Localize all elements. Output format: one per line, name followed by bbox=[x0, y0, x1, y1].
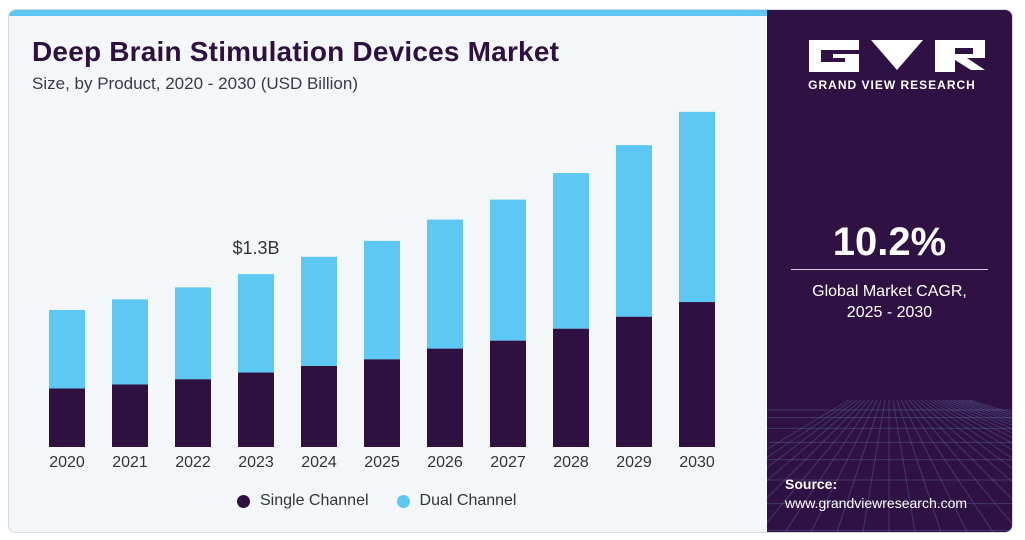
brand-name: GRAND VIEW RESEARCH bbox=[808, 78, 976, 92]
grid-line-vertical bbox=[767, 399, 862, 482]
stacked-bar-chart: 2020 2021 2022 2023 $1.3B 2024 2025 2026 2027 202… bbox=[49, 111, 715, 471]
grid-line-vertical bbox=[767, 399, 870, 524]
grid-line-vertical bbox=[767, 399, 858, 469]
bar-dual-channel-2026 bbox=[427, 219, 463, 349]
grid-line-vertical bbox=[948, 399, 1012, 426]
bar-dual-channel-2023 bbox=[238, 274, 274, 373]
bar-dual-channel-2021 bbox=[112, 299, 148, 385]
grid-line-vertical bbox=[836, 399, 882, 532]
grid-line-vertical bbox=[784, 399, 874, 532]
bar-dual-channel-2028 bbox=[553, 173, 589, 329]
grid-line-vertical bbox=[896, 399, 942, 532]
x-tick-label-2026: 2026 bbox=[427, 454, 463, 471]
grid-line-vertical bbox=[924, 399, 1012, 459]
legend-item-single-channel: Single Channel bbox=[237, 492, 369, 510]
bar-single-channel-2021 bbox=[112, 384, 148, 447]
x-tick-label-2022: 2022 bbox=[175, 454, 211, 471]
grid-line-vertical bbox=[952, 399, 1012, 423]
chart-subtitle: Size, by Product, 2020 - 2030 (USD Billi… bbox=[32, 74, 358, 93]
grid-line-vertical bbox=[928, 399, 1012, 451]
bar-dual-channel-2020 bbox=[49, 310, 85, 389]
grid-line-vertical bbox=[767, 399, 850, 450]
legend-item-dual-channel: Dual Channel bbox=[396, 492, 517, 510]
infographic-card: Deep Brain Stimulation Devices Market Si… bbox=[8, 9, 1013, 533]
cagr-label: Global Market CAGR, 2025 - 2030 bbox=[767, 281, 1012, 323]
cagr-divider bbox=[791, 269, 988, 270]
x-tick-label-2029: 2029 bbox=[616, 454, 652, 471]
grid-line-vertical bbox=[944, 399, 1012, 430]
data-label-2023: $1.3B bbox=[232, 238, 279, 258]
grid-line-vertical bbox=[936, 399, 1012, 439]
chart-panel: Deep Brain Stimulation Devices Market Si… bbox=[9, 10, 767, 532]
bar-single-channel-2029 bbox=[616, 316, 652, 447]
legend-swatch-dual-channel bbox=[396, 494, 410, 508]
legend-label-dual-channel: Dual Channel bbox=[419, 492, 517, 509]
source-label: Source: bbox=[785, 476, 838, 492]
legend-swatch-single-channel bbox=[237, 494, 250, 508]
source-link[interactable]: www.grandviewresearch.com bbox=[785, 495, 968, 511]
x-tick-label-2024: 2024 bbox=[301, 454, 337, 471]
bar-dual-channel-2027 bbox=[490, 199, 526, 341]
grid-line-vertical bbox=[767, 399, 854, 458]
x-tick-label-2030: 2030 bbox=[679, 454, 715, 471]
grid-line-vertical bbox=[940, 399, 1012, 434]
grid-line-vertical bbox=[920, 399, 1012, 469]
chart-legend: Single Channel Dual Channel bbox=[237, 490, 516, 512]
grid-line-vertical bbox=[912, 399, 1012, 500]
bar-single-channel-2024 bbox=[301, 365, 337, 447]
x-tick-label-2021: 2021 bbox=[112, 454, 148, 471]
gvr-logo-icon bbox=[809, 40, 985, 72]
bar-single-channel-2030 bbox=[679, 302, 715, 447]
x-tick-label-2027: 2027 bbox=[490, 454, 526, 471]
cagr-value: 10.2% bbox=[832, 220, 947, 264]
x-tick-label-2028: 2028 bbox=[553, 454, 589, 471]
accent-bar bbox=[9, 10, 767, 16]
bar-single-channel-2023 bbox=[238, 372, 274, 447]
bar-single-channel-2020 bbox=[49, 388, 85, 447]
bar-dual-channel-2029 bbox=[616, 145, 652, 317]
x-tick-label-2025: 2025 bbox=[364, 454, 400, 471]
info-panel: GRAND VIEW RESEARCH 10.2% Global Market … bbox=[767, 10, 1012, 532]
chart-title: Deep Brain Stimulation Devices Market bbox=[32, 36, 560, 67]
grid-line-vertical bbox=[908, 399, 1012, 525]
bar-single-channel-2026 bbox=[427, 348, 463, 447]
grid-background bbox=[767, 399, 1012, 532]
bar-dual-channel-2025 bbox=[364, 240, 400, 360]
x-tick-label-2023: 2023 bbox=[238, 454, 274, 471]
bar-dual-channel-2024 bbox=[301, 256, 337, 366]
grid-line-vertical bbox=[892, 399, 916, 532]
grid-line-vertical bbox=[916, 399, 1012, 483]
grid-line-vertical bbox=[900, 399, 968, 532]
bar-single-channel-2022 bbox=[175, 379, 211, 447]
bar-dual-channel-2030 bbox=[679, 111, 715, 303]
grid-line-vertical bbox=[862, 399, 886, 532]
grid-line-vertical bbox=[932, 399, 1012, 444]
grid-line-vertical bbox=[767, 399, 866, 499]
bar-dual-channel-2022 bbox=[175, 287, 211, 380]
cagr-label-line2: 2025 - 2030 bbox=[846, 304, 933, 321]
grid-line-vertical bbox=[810, 399, 878, 532]
bar-single-channel-2028 bbox=[553, 328, 589, 447]
legend-label-single-channel: Single Channel bbox=[260, 492, 369, 509]
x-tick-label-2020: 2020 bbox=[49, 454, 85, 471]
bar-single-channel-2025 bbox=[364, 359, 400, 447]
grid-line-vertical bbox=[904, 399, 994, 532]
bar-single-channel-2027 bbox=[490, 340, 526, 447]
cagr-label-line1: Global Market CAGR, bbox=[812, 283, 967, 300]
